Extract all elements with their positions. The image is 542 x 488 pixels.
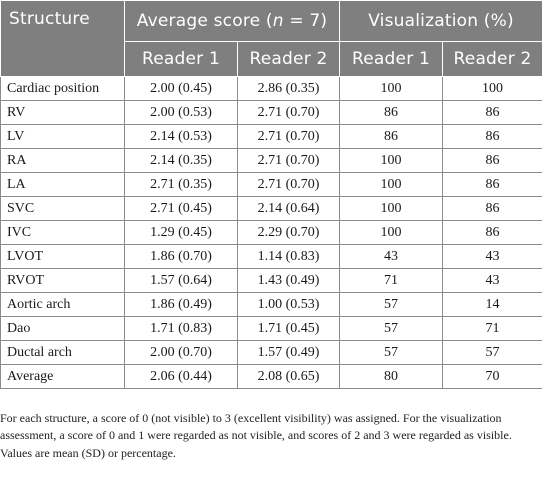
avg-reader-1-cell: 2.71 (0.35) — [124, 172, 238, 197]
table-row: LVOT 1.86 (0.70) 1.14 (0.83) 43 43 — [0, 244, 542, 269]
table-row: Average 2.06 (0.44) 2.08 (0.65) 80 70 — [0, 364, 542, 389]
avg-reader-2-cell: 1.14 (0.83) — [236, 244, 341, 269]
structure-name-cell: RV — [0, 100, 125, 125]
avg-reader-2-cell: 1.43 (0.49) — [236, 268, 341, 293]
vis-reader-1-cell: 100 — [339, 220, 444, 245]
header-average-score-n: n — [272, 11, 284, 31]
structure-name-cell: LV — [0, 124, 125, 149]
avg-reader-2-cell: 2.86 (0.35) — [236, 76, 341, 101]
avg-reader-1-cell: 1.86 (0.49) — [124, 292, 238, 317]
table-row: LV 2.14 (0.53) 2.71 (0.70) 86 86 — [0, 124, 542, 149]
vis-reader-2-cell: 70 — [442, 364, 542, 389]
structure-name-cell: Aortic arch — [0, 292, 125, 317]
vis-reader-2-cell: 71 — [442, 316, 542, 341]
footnote-scoring: For each structure, a score of 0 (not vi… — [0, 411, 512, 442]
avg-reader-1-cell: 2.14 (0.35) — [124, 148, 238, 173]
vis-reader-2-cell: 86 — [442, 172, 542, 197]
header-average-score-prefix: Average score ( — [136, 11, 273, 31]
avg-reader-1-cell: 1.57 (0.64) — [124, 268, 238, 293]
structure-name-cell: RVOT — [0, 268, 125, 293]
structure-name-cell: RA — [0, 148, 125, 173]
structure-name-cell: IVC — [0, 220, 125, 245]
vis-reader-2-cell: 86 — [442, 148, 542, 173]
header-visualization: Visualization (%) — [339, 0, 542, 42]
structure-name-cell: SVC — [0, 196, 125, 221]
vis-reader-1-cell: 57 — [339, 316, 444, 341]
table-row: RA 2.14 (0.35) 2.71 (0.70) 100 86 — [0, 148, 542, 173]
vis-reader-2-cell: 43 — [442, 268, 542, 293]
table-footnotes: For each structure, a score of 0 (not vi… — [0, 410, 540, 462]
header-average-score-suffix: = 7) — [283, 11, 328, 31]
avg-reader-1-cell: 2.00 (0.70) — [124, 340, 238, 365]
vis-reader-2-cell: 100 — [442, 76, 542, 101]
header-avg-reader-1: Reader 1 — [124, 41, 238, 77]
avg-reader-1-cell: 2.00 (0.45) — [124, 76, 238, 101]
vis-reader-2-cell: 86 — [442, 220, 542, 245]
vis-reader-1-cell: 57 — [339, 340, 444, 365]
table-row: LA 2.71 (0.35) 2.71 (0.70) 100 86 — [0, 172, 542, 197]
avg-reader-2-cell: 2.71 (0.70) — [236, 172, 341, 197]
table-header: Structure Average score (n = 7) Visualiz… — [0, 0, 542, 77]
table-body: Cardiac position 2.00 (0.45) 2.86 (0.35) 10… — [0, 76, 542, 389]
avg-reader-2-cell: 1.71 (0.45) — [236, 316, 341, 341]
avg-reader-1-cell: 1.86 (0.70) — [124, 244, 238, 269]
avg-reader-2-cell: 1.00 (0.53) — [236, 292, 341, 317]
avg-reader-1-cell: 2.14 (0.53) — [124, 124, 238, 149]
avg-reader-2-cell: 1.57 (0.49) — [236, 340, 341, 365]
avg-reader-2-cell: 2.71 (0.70) — [236, 124, 341, 149]
vis-reader-2-cell: 86 — [442, 124, 542, 149]
table-row: RVOT 1.57 (0.64) 1.43 (0.49) 71 43 — [0, 268, 542, 293]
table-row: Dao 1.71 (0.83) 1.71 (0.45) 57 71 — [0, 316, 542, 341]
vis-reader-1-cell: 100 — [339, 148, 444, 173]
avg-reader-1-cell: 2.06 (0.44) — [124, 364, 238, 389]
vis-reader-1-cell: 57 — [339, 292, 444, 317]
vis-reader-1-cell: 100 — [339, 76, 444, 101]
header-vis-reader-2: Reader 2 — [442, 41, 542, 77]
avg-reader-2-cell: 2.71 (0.70) — [236, 148, 341, 173]
avg-reader-1-cell: 1.71 (0.83) — [124, 316, 238, 341]
vis-reader-2-cell: 86 — [442, 196, 542, 221]
avg-reader-2-cell: 2.71 (0.70) — [236, 100, 341, 125]
structure-name-cell: LA — [0, 172, 125, 197]
header-structure: Structure — [0, 0, 125, 77]
avg-reader-2-cell: 2.14 (0.64) — [236, 196, 341, 221]
avg-reader-2-cell: 2.08 (0.65) — [236, 364, 341, 389]
avg-reader-1-cell: 2.00 (0.53) — [124, 100, 238, 125]
vis-reader-1-cell: 86 — [339, 100, 444, 125]
avg-reader-1-cell: 1.29 (0.45) — [124, 220, 238, 245]
avg-reader-2-cell: 2.29 (0.70) — [236, 220, 341, 245]
header-vis-reader-1: Reader 1 — [339, 41, 444, 77]
table-row: IVC 1.29 (0.45) 2.29 (0.70) 100 86 — [0, 220, 542, 245]
structure-name-cell: Cardiac position — [0, 76, 125, 101]
table-row: Cardiac position 2.00 (0.45) 2.86 (0.35) 10… — [0, 76, 542, 101]
structure-name-cell: Ductal arch — [0, 340, 125, 365]
vis-reader-1-cell: 43 — [339, 244, 444, 269]
results-table: Structure Average score (n = 7) Visualiz… — [0, 0, 542, 389]
vis-reader-1-cell: 80 — [339, 364, 444, 389]
vis-reader-2-cell: 57 — [442, 340, 542, 365]
results-table-container: Structure Average score (n = 7) Visualiz… — [0, 0, 542, 389]
structure-name-cell: Average — [0, 364, 125, 389]
footnote-values: Values are mean (SD) or percentage. — [0, 446, 176, 460]
vis-reader-2-cell: 14 — [442, 292, 542, 317]
header-avg-reader-2: Reader 2 — [236, 41, 341, 77]
header-average-score: Average score (n = 7) — [123, 0, 341, 42]
table-row: Aortic arch 1.86 (0.49) 1.00 (0.53) 57 14 — [0, 292, 542, 317]
table-row: SVC 2.71 (0.45) 2.14 (0.64) 100 86 — [0, 196, 542, 221]
structure-name-cell: LVOT — [0, 244, 125, 269]
vis-reader-1-cell: 100 — [339, 196, 444, 221]
structure-name-cell: Dao — [0, 316, 125, 341]
table-row: Ductal arch 2.00 (0.70) 1.57 (0.49) 57 57 — [0, 340, 542, 365]
table-row: RV 2.00 (0.53) 2.71 (0.70) 86 86 — [0, 100, 542, 125]
vis-reader-1-cell: 100 — [339, 172, 444, 197]
vis-reader-1-cell: 71 — [339, 268, 444, 293]
vis-reader-2-cell: 86 — [442, 100, 542, 125]
vis-reader-2-cell: 43 — [442, 244, 542, 269]
avg-reader-1-cell: 2.71 (0.45) — [124, 196, 238, 221]
vis-reader-1-cell: 86 — [339, 124, 444, 149]
